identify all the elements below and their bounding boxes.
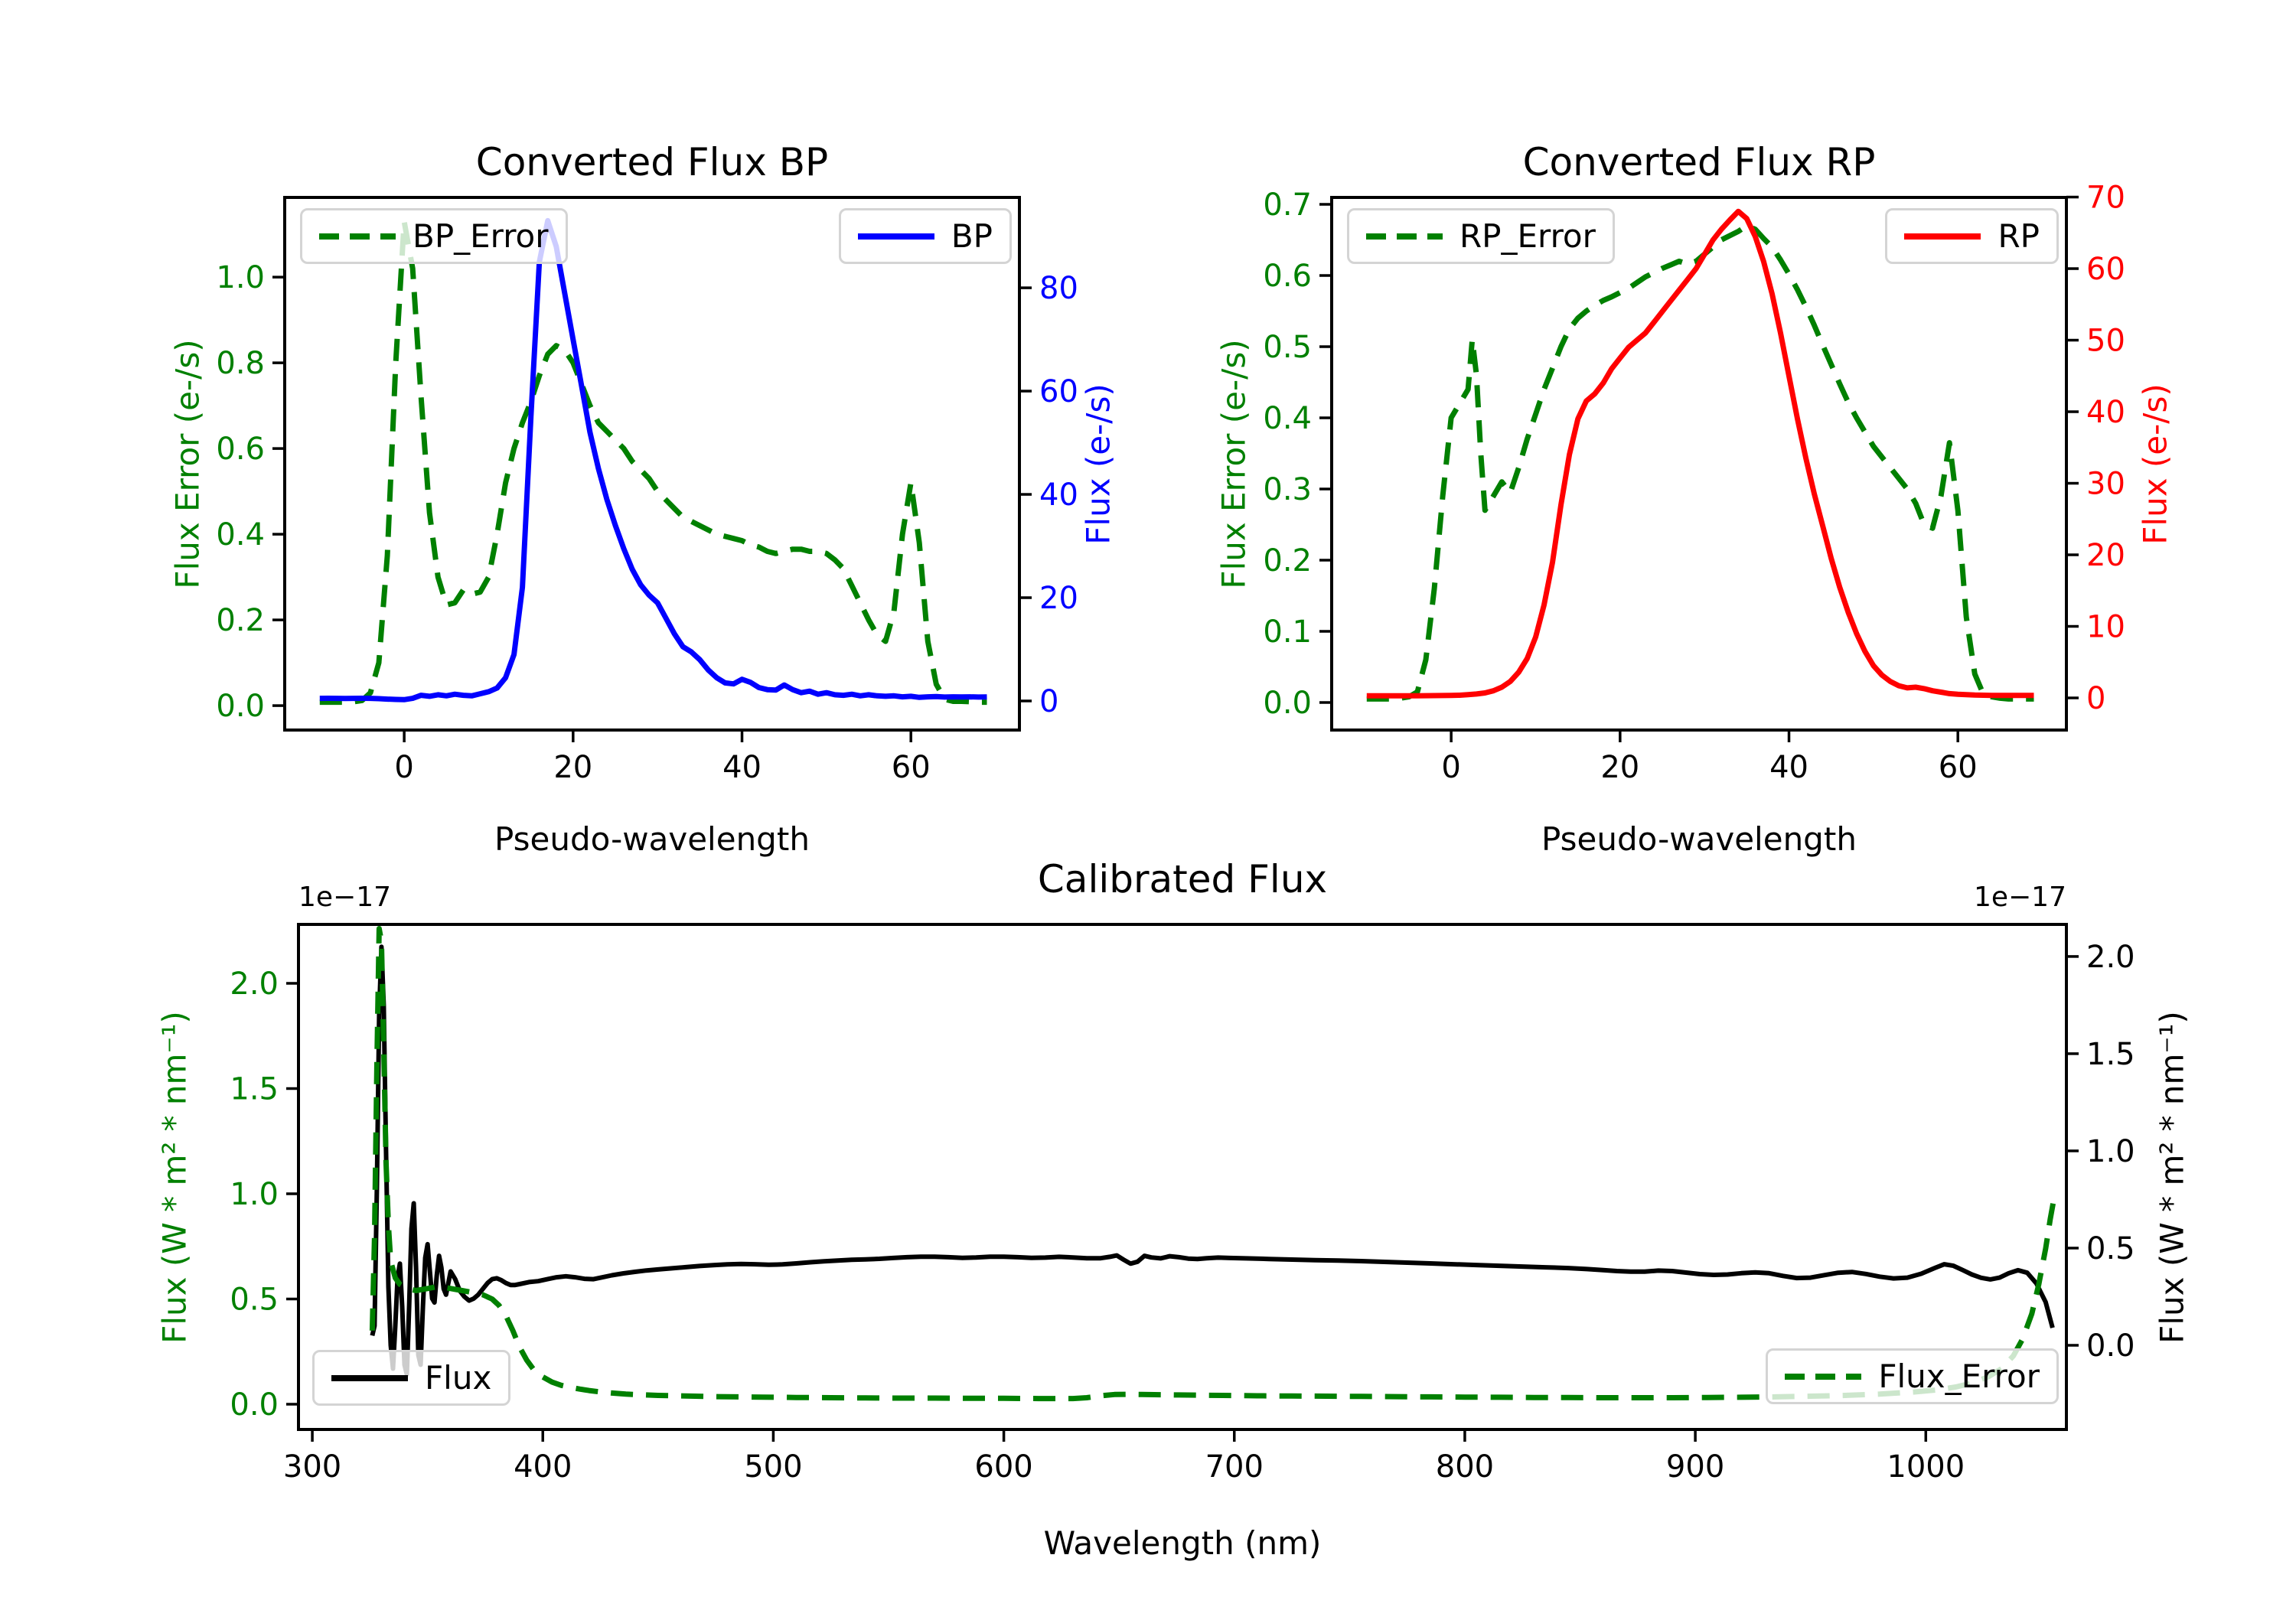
calibrated-x-tick-label: 800 — [1436, 1449, 1494, 1485]
rp-right-y-tick-label: 20 — [2086, 538, 2125, 573]
bp-line-sample — [857, 233, 934, 240]
rp-right-y-tick-label: 10 — [2086, 610, 2125, 645]
bp-curve-BP_Error — [319, 218, 987, 706]
rp-left-yaxis-label: Flux Error (e-/s) — [1215, 339, 1253, 589]
bp-x-tick-label: 0 — [394, 750, 413, 785]
rp-left-y-tick-label: 0.2 — [1263, 543, 1312, 579]
bp-right-y-tick-label: 80 — [1039, 271, 1078, 306]
rp-axes-spines — [1330, 196, 2068, 732]
rp-right-y-tick-label: 60 — [2086, 252, 2125, 287]
bp-x-tick-label: 40 — [722, 750, 762, 785]
calibrated-curve-Flux — [370, 944, 2055, 1377]
bp-x-tick-label: 60 — [892, 750, 931, 785]
bp-xaxis-label: Pseudo-wavelength — [494, 820, 810, 858]
flux-legend: Flux — [312, 1350, 511, 1406]
calibrated-left-y-tick-label: 1.0 — [230, 1177, 279, 1212]
rp-right-y-tick-label: 30 — [2086, 467, 2125, 502]
calibrated-right-y-tick-label: 0.0 — [2086, 1328, 2135, 1364]
rp-error-legend-label: RP_Error — [1459, 217, 1596, 255]
calibrated-left-y-tick-label: 1.5 — [230, 1072, 279, 1107]
rp-x-tick-label: 0 — [1441, 750, 1460, 785]
rp-x-tick-label: 20 — [1600, 750, 1639, 785]
calibrated-left-y-tick-label: 0.0 — [230, 1387, 279, 1423]
calibrated-axes-spines — [297, 923, 2068, 1431]
rp-curve-RP_Error — [1366, 223, 2034, 702]
bp-curve-BP — [319, 217, 987, 702]
calibrated-right-y-tick-label: 1.5 — [2086, 1037, 2135, 1072]
bp-right-y-tick-label: 60 — [1039, 374, 1078, 409]
calibrated-left-y-tick-label: 2.0 — [230, 966, 279, 1002]
bp-left-y-tick-label: 1.0 — [216, 260, 265, 295]
bp-right-y-tick-label: 20 — [1039, 581, 1078, 616]
bp-right-y-tick-label: 40 — [1039, 478, 1078, 513]
bp-error-legend-label: BP_Error — [413, 217, 549, 255]
rp-left-y-tick-label: 0.3 — [1263, 472, 1312, 507]
rp-error-legend: RP_Error — [1347, 208, 1615, 264]
flux-error-line-sample — [1785, 1373, 1862, 1380]
bp-right-y-tick-label: 0 — [1039, 684, 1058, 719]
calibrated-x-tick-label: 600 — [974, 1449, 1032, 1485]
calibrated-x-tick-label: 400 — [514, 1449, 572, 1485]
bp-error-legend: BP_Error — [300, 208, 568, 264]
rp-error-line-sample — [1366, 233, 1443, 240]
bp-left-y-tick-label: 0.4 — [216, 517, 265, 553]
rp-x-tick-label: 60 — [1939, 750, 1978, 785]
calibrated-xaxis-label: Wavelength (nm) — [1043, 1524, 1322, 1562]
rp-left-y-tick-label: 0.7 — [1263, 187, 1312, 223]
bp-axes-spines — [283, 196, 1021, 732]
rp-left-y-tick-label: 0.5 — [1263, 330, 1312, 365]
calibrated-left-yaxis-label: Flux (W * m² * nm⁻¹) — [155, 1011, 194, 1344]
calibrated-right-yaxis-label: Flux (W * m² * nm⁻¹) — [2153, 1011, 2191, 1344]
bp-left-y-tick-label: 0.2 — [216, 603, 265, 638]
bp-legend: BP — [838, 208, 1012, 264]
bp-x-tick-label: 20 — [553, 750, 592, 785]
bp-plot-title: Converted Flux BP — [475, 140, 829, 184]
calibrated-right-y-tick-label: 1.0 — [2086, 1134, 2135, 1169]
calibrated-left-y-tick-label: 0.5 — [230, 1283, 279, 1318]
bp-left-yaxis-label: Flux Error (e-/s) — [168, 339, 207, 589]
rp-left-y-tick-label: 0.4 — [1263, 401, 1312, 436]
bp-left-y-tick-label: 0.6 — [216, 432, 265, 467]
flux-legend-label: Flux — [425, 1359, 492, 1397]
calibrated-right-offset-text: 1e−17 — [1973, 882, 2066, 913]
bp-error-line-sample — [319, 233, 396, 240]
rp-x-tick-label: 40 — [1769, 750, 1808, 785]
rp-xaxis-label: Pseudo-wavelength — [1541, 820, 1857, 858]
rp-legend-label: RP — [1998, 217, 2040, 255]
flux-error-legend: Flux_Error — [1766, 1348, 2059, 1404]
rp-right-yaxis-label: Flux (e-/s) — [2136, 383, 2174, 545]
bp-left-y-tick-label: 0.8 — [216, 346, 265, 381]
rp-legend: RP — [1885, 208, 2059, 264]
rp-left-y-tick-label: 0.1 — [1263, 614, 1312, 650]
rp-left-y-tick-label: 0.0 — [1263, 686, 1312, 721]
calibrated-x-tick-label: 500 — [744, 1449, 802, 1485]
rp-right-y-tick-label: 0 — [2086, 681, 2105, 716]
bp-legend-label: BP — [951, 217, 993, 255]
bp-right-yaxis-label: Flux (e-/s) — [1079, 383, 1117, 545]
rp-line-sample — [1904, 233, 1981, 240]
calibrated-x-tick-label: 700 — [1205, 1449, 1264, 1485]
calibrated-plot-title: Calibrated Flux — [1037, 857, 1328, 901]
calibrated-x-tick-label: 1000 — [1887, 1449, 1965, 1485]
flux-line-sample — [331, 1374, 408, 1381]
bp-left-y-tick-label: 0.0 — [216, 689, 265, 724]
rp-right-y-tick-label: 40 — [2086, 395, 2125, 430]
rp-right-y-tick-label: 50 — [2086, 324, 2125, 359]
calibrated-x-tick-label: 900 — [1666, 1449, 1724, 1485]
calibrated-right-y-tick-label: 0.5 — [2086, 1231, 2135, 1266]
calibrated-x-tick-label: 300 — [283, 1449, 341, 1485]
rp-plot-title: Converted Flux RP — [1522, 140, 1876, 184]
rp-right-y-tick-label: 70 — [2086, 181, 2125, 216]
calibrated-left-offset-text: 1e−17 — [298, 882, 392, 913]
flux-error-legend-label: Flux_Error — [1878, 1358, 2040, 1395]
rp-left-y-tick-label: 0.6 — [1263, 259, 1312, 294]
rp-curve-RP — [1366, 208, 2034, 699]
calibrated-right-y-tick-label: 2.0 — [2086, 940, 2135, 975]
calibrated-curve-Flux_Error — [369, 926, 2058, 1402]
